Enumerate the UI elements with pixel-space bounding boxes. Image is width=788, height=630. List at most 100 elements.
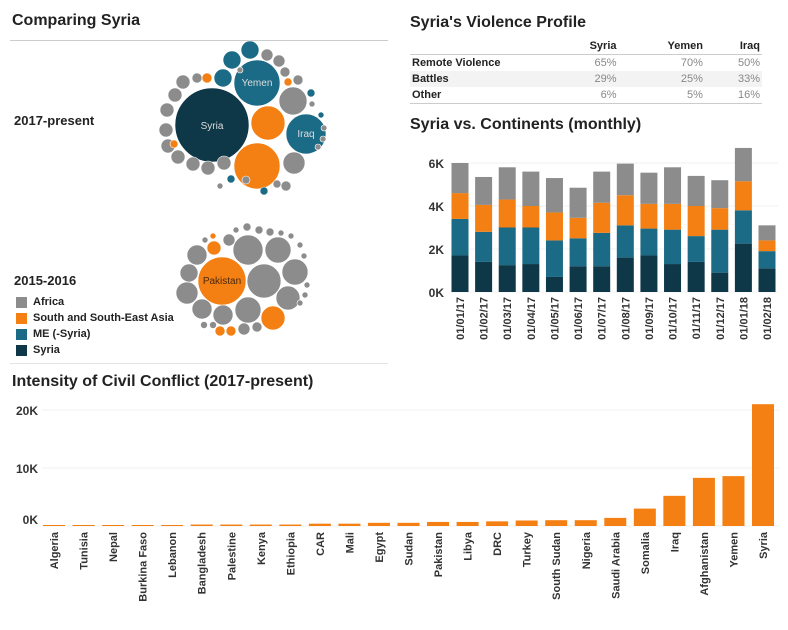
bar-segment-south-and-south-east-asia	[616, 195, 634, 226]
x-tick-label: Somalia	[640, 531, 652, 574]
x-tick-label: Nigeria	[581, 531, 593, 569]
bar-segment-syria	[758, 268, 776, 292]
bar-segment-south-and-south-east-asia	[664, 203, 682, 230]
x-tick-label: 01/11/17	[691, 297, 703, 339]
bubble	[278, 86, 308, 116]
bar	[102, 525, 125, 526]
cell: 50%	[737, 57, 760, 69]
bubble-label-yemen: Yemen	[242, 78, 273, 89]
bar-segment-africa	[498, 167, 516, 200]
cell: 65%	[594, 57, 617, 69]
y-tick-label: 0K	[23, 513, 39, 527]
bubble	[272, 179, 282, 189]
swatch	[16, 296, 27, 308]
bubble	[301, 291, 309, 299]
x-tick-label: Kenya	[256, 531, 268, 565]
x-tick-label: Yemen	[728, 532, 740, 568]
bar-segment-africa	[475, 176, 493, 205]
y-tick-label: 0K	[429, 286, 445, 300]
bubble	[285, 113, 327, 155]
bar-segment-syria	[687, 261, 705, 292]
comparing-title: Comparing Syria	[12, 12, 141, 29]
bar-segment-syria	[593, 266, 611, 292]
bubble	[179, 263, 199, 283]
bubble	[281, 258, 309, 286]
x-tick-label: Nepal	[108, 532, 120, 562]
header-iraq: Iraq	[704, 38, 762, 55]
header-yemen: Yemen	[618, 38, 705, 55]
swatch	[16, 328, 27, 340]
bar-segment-me-syria-	[593, 232, 611, 267]
legend-item-syria[interactable]: Syria	[16, 342, 174, 358]
bubble	[241, 175, 251, 185]
bar-segment-me-syria-	[616, 225, 634, 258]
cell: 70%	[680, 57, 703, 69]
bubble	[246, 263, 282, 299]
bubble	[222, 50, 242, 70]
bubble-label-syria: Syria	[201, 121, 224, 132]
x-tick-label: Bangladesh	[197, 532, 209, 595]
x-tick-label: Syria	[758, 531, 770, 559]
bar-segment-syria	[522, 264, 540, 292]
legend-item-asia[interactable]: South and South-East Asia	[16, 310, 174, 326]
table-row: Other 6% 5% 16%	[410, 87, 762, 104]
bubble	[206, 240, 222, 256]
bubble	[159, 102, 175, 118]
intensity-chart-title: Intensity of Civil Conflict (2017-presen…	[12, 373, 314, 390]
bar-segment-me-syria-	[569, 238, 587, 267]
y-tick-label: 20K	[16, 404, 38, 418]
bar-segment-me-syria-	[687, 236, 705, 262]
bubble	[237, 322, 251, 336]
bubble	[191, 298, 213, 320]
cell: 25%	[618, 71, 705, 87]
bar-segment-africa	[640, 172, 658, 204]
x-tick-label: 01/04/17	[526, 297, 538, 340]
bubble	[201, 72, 213, 84]
x-tick-label: Algeria	[49, 531, 61, 569]
legend-item-africa[interactable]: Africa	[16, 294, 174, 310]
header-syria: Syria	[550, 38, 619, 55]
bubble	[216, 182, 224, 190]
legend-item-me[interactable]: ME (-Syria)	[16, 326, 174, 342]
bar-segment-south-and-south-east-asia	[687, 206, 705, 237]
bubble	[232, 234, 264, 266]
x-tick-label: Egypt	[374, 532, 386, 563]
monthly-chart-title: Syria vs. Continents (monthly)	[410, 116, 642, 133]
bubble	[214, 325, 226, 337]
x-tick-label: 01/10/17	[668, 297, 680, 340]
bar-segment-syria	[664, 264, 682, 292]
bubble-label-iraq: Iraq	[297, 129, 314, 140]
x-tick-label: 01/05/17	[549, 297, 561, 340]
bar-segment-africa	[758, 225, 776, 241]
bar	[338, 523, 361, 526]
bubble	[306, 88, 316, 98]
bar	[190, 524, 213, 526]
bubble	[317, 111, 325, 119]
bar-segment-africa	[522, 171, 540, 206]
bar-segment-south-and-south-east-asia	[711, 208, 729, 230]
bubble	[282, 151, 306, 175]
bubble	[175, 74, 191, 90]
x-tick-label: Tunisia	[79, 531, 91, 570]
bubble	[287, 232, 295, 240]
bubble	[260, 305, 286, 331]
bar	[161, 525, 184, 526]
x-tick-label: Ethiopia	[285, 531, 297, 575]
bar-segment-syria	[616, 257, 634, 292]
bubble	[259, 186, 269, 196]
bar-segment-africa	[711, 180, 729, 209]
x-tick-label: Afghanistan	[699, 532, 711, 596]
bar-segment-me-syria-	[758, 251, 776, 269]
divider	[10, 40, 388, 41]
bubble	[201, 236, 209, 244]
bubble	[191, 72, 203, 84]
bar-segment-me-syria-	[545, 240, 563, 277]
bubble	[213, 68, 233, 88]
table-header: Syria Yemen Iraq	[410, 38, 762, 55]
row-label: Remote Violence	[412, 57, 501, 69]
table-row: Remote Violence 65% 70% 50%	[410, 55, 762, 72]
bar-segment-syria	[711, 272, 729, 292]
bubble	[251, 321, 263, 333]
bar	[43, 525, 65, 526]
